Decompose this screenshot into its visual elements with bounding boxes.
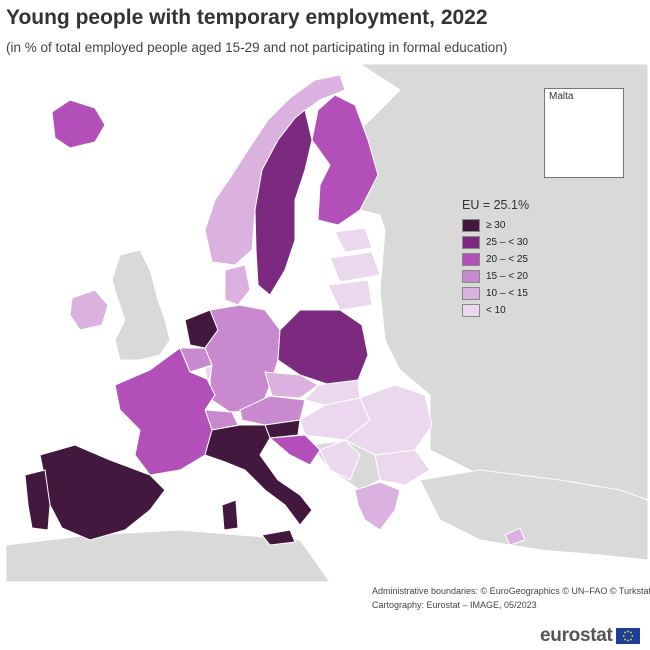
country-CZ (264, 371, 319, 399)
legend-label: 10 – < 15 (486, 288, 528, 299)
legend-label: ≥ 30 (486, 220, 506, 231)
europe-map (6, 64, 648, 582)
country-SE (254, 109, 313, 296)
legend-label: < 10 (486, 305, 506, 316)
legend-row: ≥ 30 (462, 218, 562, 233)
legend-swatch (462, 236, 480, 249)
legend-row: 25 – < 30 (462, 235, 562, 250)
land-turkey (419, 469, 648, 561)
legend-swatch (462, 287, 480, 300)
map-area (6, 64, 648, 582)
legend-swatch (462, 304, 480, 317)
country-DE (204, 304, 281, 413)
eu-flag-icon (615, 628, 640, 644)
country-RS (319, 439, 361, 481)
malta-inset: Malta (544, 88, 624, 178)
logo-text: eurostat (540, 625, 613, 646)
country-LT (327, 279, 373, 311)
country-IE (69, 289, 109, 331)
legend-eu-average: EU = 25.1% (462, 198, 530, 212)
credit-cartography: Cartography: Eurostat – IMAGE, 05/2023 (372, 600, 537, 610)
country-CY (504, 527, 526, 546)
country-PT (24, 469, 51, 531)
legend-row: < 10 (462, 303, 562, 318)
inset-label: Malta (549, 91, 574, 102)
map-title: Young people with temporary employment, … (6, 6, 488, 29)
country-IT (204, 424, 313, 546)
legend-rows: ≥ 30 25 – < 30 20 – < 25 15 – < 20 10 – < 15… (462, 218, 562, 318)
map-subtitle: (in % of total employed people aged 15-2… (6, 40, 508, 55)
country-IS (51, 99, 106, 149)
legend-label: 20 – < 25 (486, 254, 528, 265)
country-HR (268, 434, 321, 466)
legend-swatch (462, 219, 480, 232)
legend-label: 25 – < 30 (486, 237, 528, 248)
country-EE (334, 227, 373, 253)
country-NO (204, 74, 346, 266)
legend-swatch (462, 253, 480, 266)
country-LV (329, 251, 381, 283)
land-uk (111, 249, 171, 361)
country-DK (224, 264, 251, 306)
legend-swatch (462, 270, 480, 283)
country-BG (374, 449, 431, 486)
legend-row: 20 – < 25 (462, 252, 562, 267)
country-FI (311, 94, 379, 226)
eurostat-logo: eurostat (540, 625, 640, 647)
country-PL (277, 309, 369, 386)
legend: EU = 25.1% ≥ 30 25 – < 30 20 – < 25 15 – < … (462, 198, 562, 320)
credit-boundaries: Administrative boundaries: © EuroGeograp… (372, 586, 650, 596)
legend-label: 15 – < 20 (486, 271, 528, 282)
legend-row: 10 – < 15 (462, 286, 562, 301)
legend-row: 15 – < 20 (462, 269, 562, 284)
country-GR (354, 481, 401, 531)
